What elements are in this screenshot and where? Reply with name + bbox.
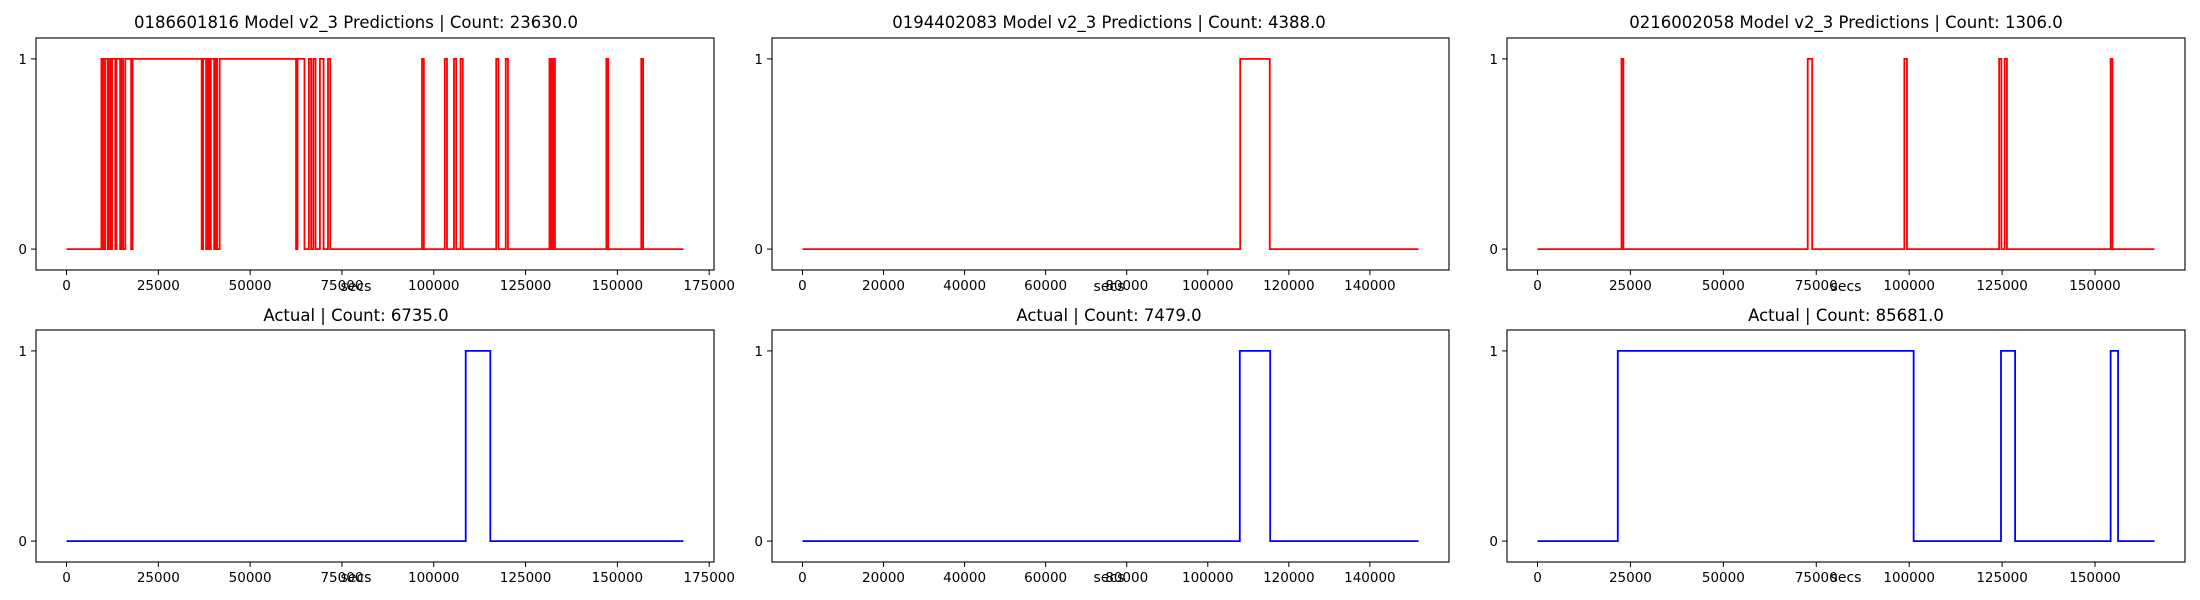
- panel-title: Actual | Count: 85681.0: [1748, 306, 1944, 325]
- panel-title: 0186601816 Model v2_3 Predictions | Coun…: [134, 13, 578, 33]
- y-tick-label: 0: [18, 242, 27, 258]
- series-line: [802, 57, 1419, 251]
- x-axis-label: secs: [341, 279, 372, 295]
- x-axis-label: secs: [1831, 279, 1862, 295]
- x-tick-label: 0: [1533, 570, 1542, 586]
- y-tick-label: 1: [18, 52, 27, 68]
- y-tick-label: 1: [1489, 344, 1498, 360]
- series-line: [802, 349, 1419, 543]
- y-tick-label: 0: [1489, 534, 1498, 550]
- panel-title: Actual | Count: 7479.0: [1016, 306, 1201, 325]
- x-tick-label: 100000: [408, 570, 460, 586]
- x-tick-label: 100000: [1182, 278, 1234, 294]
- x-tick-label: 140000: [1344, 278, 1396, 294]
- plot-frame: [771, 37, 1450, 271]
- panel-title: 0194402083 Model v2_3 Predictions | Coun…: [892, 13, 1325, 33]
- x-tick-label: 175000: [683, 570, 735, 586]
- x-tick-label: 100000: [408, 278, 460, 294]
- series-line: [66, 57, 684, 251]
- x-tick-label: 25000: [137, 570, 180, 586]
- y-tick-label: 1: [18, 344, 27, 360]
- x-tick-label: 150000: [2069, 278, 2121, 294]
- y-tick-label: 0: [1489, 242, 1498, 258]
- x-tick-label: 75000: [320, 570, 363, 586]
- y-tick-label: 1: [754, 52, 763, 68]
- x-tick-label: 60000: [1024, 278, 1067, 294]
- chart-panel-5: Actual | Count: 7479.0 secs 0 20000 40000 6…: [754, 306, 1450, 586]
- x-tick-label: 80000: [1105, 570, 1148, 586]
- x-tick-label: 25000: [1609, 570, 1652, 586]
- y-tick-label: 0: [754, 242, 763, 258]
- y-tick-label: 1: [1489, 52, 1498, 68]
- plot-frame: [1506, 329, 2186, 563]
- series-line: [66, 349, 684, 543]
- chart-panel-2: 0194402083 Model v2_3 Predictions | Coun…: [754, 13, 1450, 295]
- series-line: [1537, 349, 2155, 543]
- x-tick-label: 0: [62, 278, 71, 294]
- x-tick-label: 40000: [943, 278, 986, 294]
- plot-frame: [771, 329, 1450, 563]
- x-tick-label: 120000: [1263, 570, 1315, 586]
- x-tick-label: 80000: [1105, 278, 1148, 294]
- chart-panel-4: Actual | Count: 6735.0 secs 0 25000 50000 7…: [18, 306, 735, 586]
- x-tick-label: 60000: [1024, 570, 1067, 586]
- series-line: [1537, 57, 2155, 251]
- x-tick-label: 120000: [1263, 278, 1315, 294]
- x-tick-label: 75000: [1795, 570, 1838, 586]
- y-tick-label: 1: [754, 344, 763, 360]
- x-axis-label: secs: [1094, 570, 1125, 586]
- plot-frame: [35, 329, 715, 563]
- x-tick-label: 75000: [1795, 278, 1838, 294]
- x-tick-label: 0: [62, 570, 71, 586]
- chart-panel-6: Actual | Count: 85681.0 secs 0 25000 50000…: [1489, 306, 2186, 586]
- x-tick-label: 140000: [1344, 570, 1396, 586]
- x-tick-label: 40000: [943, 570, 986, 586]
- y-tick-label: 0: [754, 534, 763, 550]
- x-tick-label: 0: [798, 570, 807, 586]
- x-tick-label: 75000: [320, 278, 363, 294]
- panel-title: 0216002058 Model v2_3 Predictions | Coun…: [1629, 13, 2062, 33]
- x-tick-label: 50000: [1702, 570, 1745, 586]
- x-axis-label: secs: [1831, 570, 1862, 586]
- x-tick-label: 150000: [592, 278, 644, 294]
- x-tick-label: 150000: [2069, 570, 2121, 586]
- x-tick-label: 125000: [1976, 278, 2028, 294]
- x-tick-label: 25000: [1609, 278, 1652, 294]
- panel-title: Actual | Count: 6735.0: [263, 306, 448, 325]
- chart-panel-3: 0216002058 Model v2_3 Predictions | Coun…: [1489, 13, 2186, 295]
- x-axis-label: secs: [1094, 279, 1125, 295]
- x-tick-label: 20000: [862, 278, 905, 294]
- x-tick-label: 175000: [683, 278, 735, 294]
- x-tick-label: 125000: [1976, 570, 2028, 586]
- x-tick-label: 100000: [1883, 570, 1935, 586]
- x-tick-label: 50000: [229, 278, 272, 294]
- x-tick-label: 0: [798, 278, 807, 294]
- chart-panel-1: 0186601816 Model v2_3 Predictions | Coun…: [18, 13, 735, 295]
- x-tick-label: 100000: [1182, 570, 1234, 586]
- x-tick-label: 20000: [862, 570, 905, 586]
- x-tick-label: 25000: [137, 278, 180, 294]
- x-axis-label: secs: [341, 570, 372, 586]
- x-tick-label: 125000: [500, 570, 552, 586]
- plot-frame: [35, 37, 715, 271]
- x-tick-label: 0: [1533, 278, 1542, 294]
- x-tick-label: 150000: [592, 570, 644, 586]
- x-tick-label: 50000: [1702, 278, 1745, 294]
- x-tick-label: 125000: [500, 278, 552, 294]
- x-tick-label: 100000: [1883, 278, 1935, 294]
- plot-frame: [1506, 37, 2186, 271]
- x-tick-label: 50000: [229, 570, 272, 586]
- y-tick-label: 0: [18, 534, 27, 550]
